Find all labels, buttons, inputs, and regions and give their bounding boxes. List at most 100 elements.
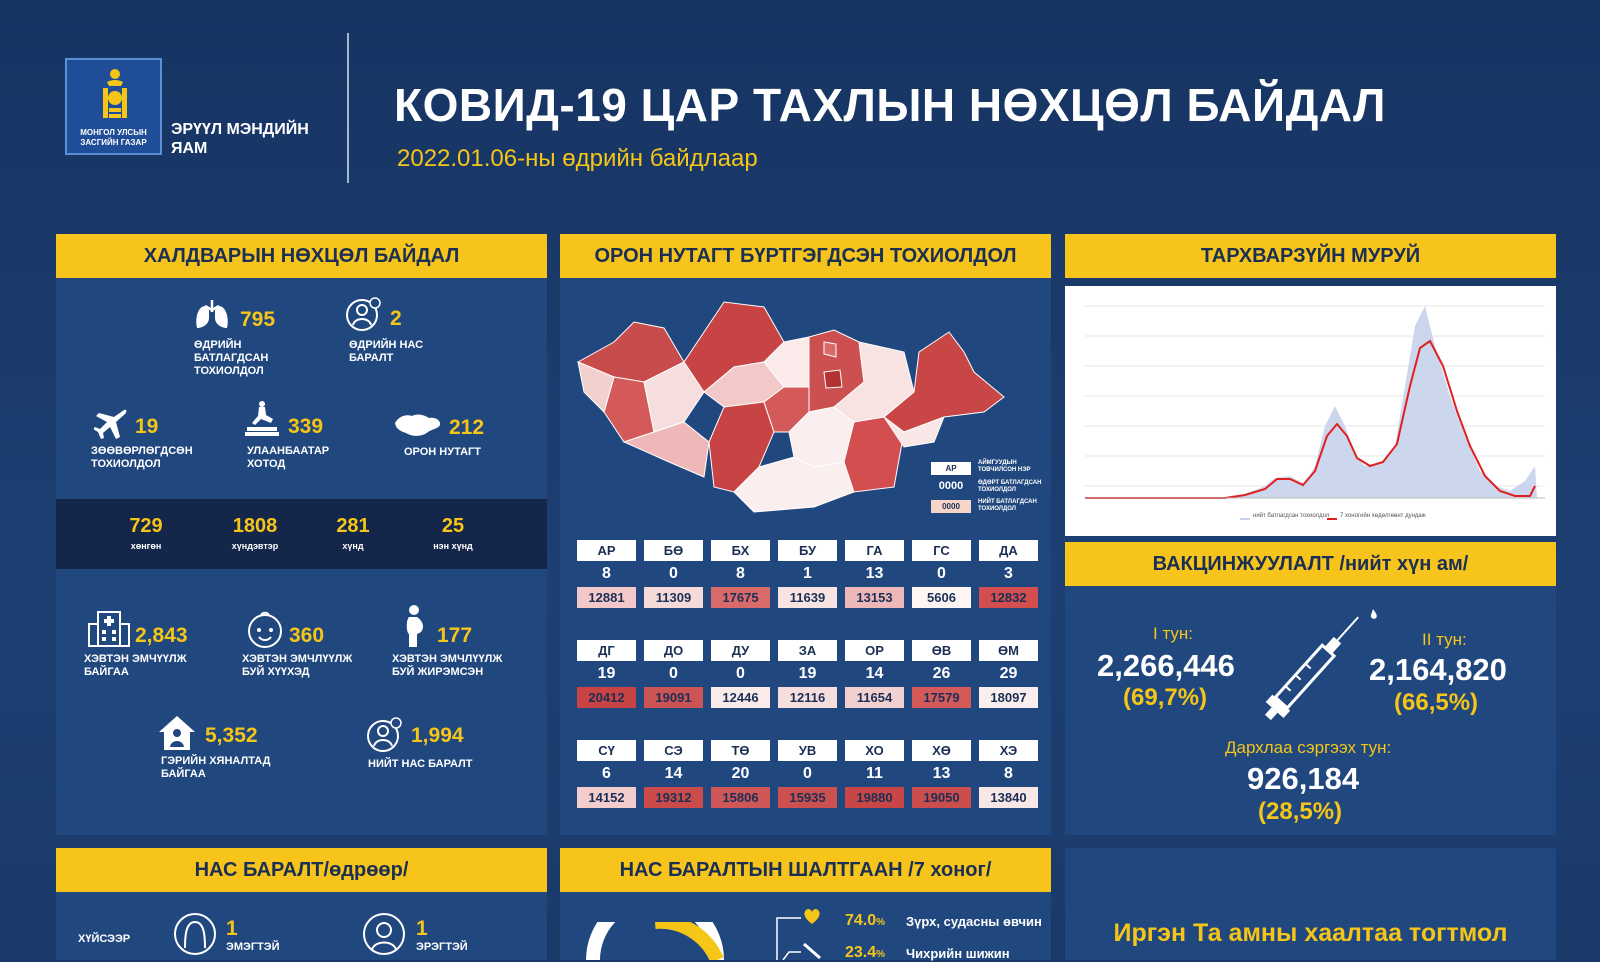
dose1-value: 2,266,446 <box>1097 648 1235 683</box>
province-code: ӨМ <box>979 640 1038 661</box>
syringe-icon <box>1264 609 1377 721</box>
male-deaths-value: 1 <box>416 917 428 940</box>
province-total-cases: 12116 <box>778 687 837 708</box>
province-daily-cases: 19 <box>798 665 817 682</box>
curve-chart-area: нийт батлагдсан тохиолдол 7 хоногийн хөд… <box>1065 286 1556 536</box>
province-total-cases: 17675 <box>711 587 770 608</box>
map-legend: АР АЙМГУУДЫН ТОВЧИЛСОН НЭР 0000 ӨДӨРТ БА… <box>931 460 1046 520</box>
daily-confirmed-label: ӨДРИЙН БАТЛАГДСАН ТОХИОЛДОЛ <box>194 339 269 377</box>
province-total-cases: 15935 <box>778 787 837 808</box>
province-total-cases: 18097 <box>979 687 1038 708</box>
legend-total-swatch: 0000 <box>931 500 971 513</box>
province-daily-cases: 13 <box>865 565 884 582</box>
province-total-cases: 20412 <box>577 687 636 708</box>
legend-code-swatch: АР <box>931 462 971 475</box>
female-deaths-value: 1 <box>226 917 238 940</box>
province-daily-cases: 19 <box>597 665 616 682</box>
province-total-cases: 19880 <box>845 787 904 808</box>
dose2-percent: (66,5%) <box>1394 689 1479 716</box>
rural-value: 212 <box>449 416 485 439</box>
province-daily-cases: 13 <box>932 765 951 782</box>
male-icon <box>363 913 405 955</box>
province-code: АР <box>577 540 636 561</box>
province-daily-cases: 8 <box>602 565 611 582</box>
province-daily-cases: 0 <box>803 765 812 782</box>
hospitalized-label: ХЭВТЭН ЭМЧҮҮЛЖ БАЙГАА <box>84 653 187 678</box>
province-daily-cases: 26 <box>932 665 951 682</box>
regional-heading: ОРОН НУТАГТ БҮРТГЭГДСЭН ТОХИОЛДОЛ <box>560 234 1051 278</box>
syringe-small-icon <box>803 942 821 960</box>
dose2-value: 2,164,820 <box>1369 652 1507 687</box>
province-code: СЭ <box>644 740 703 761</box>
province-total-cases: 12832 <box>979 587 1038 608</box>
severity-mild-value: 729 <box>129 515 163 537</box>
province-code: БУ <box>778 540 837 561</box>
ub-label: УЛААНБААТАР ХОТОД <box>247 445 330 470</box>
logo-text: МОНГОЛ УЛСЫН ЗАСГИЙН ГАЗАР <box>80 128 147 147</box>
hospitalized-value: 2,843 <box>135 624 188 647</box>
pregnant-label: ХЭВТЭН ЭМЧЛҮҮЛЖ БУЙ ЖИРЭМСЭН <box>392 653 503 678</box>
province-code: ДА <box>979 540 1038 561</box>
province-daily-cases: 14 <box>865 665 884 682</box>
legend-total-text: НИЙТ БАТЛАГДСАН ТОХИОЛДОЛ <box>978 499 1037 512</box>
cause-connector <box>776 917 801 960</box>
province-total-cases: 11654 <box>845 687 904 708</box>
province-code: УВ <box>778 740 837 761</box>
province-code: ДГ <box>577 640 636 661</box>
message-text: Иргэн Та амны хаалтаа тогтмол <box>1113 919 1508 947</box>
cause-1-label: Зүрх, судасны өвчин <box>906 914 1042 929</box>
province-total-cases: 12881 <box>577 587 636 608</box>
moving-average-line <box>1085 339 1536 499</box>
soyombo-icon <box>103 69 127 118</box>
page-subtitle: 2022.01.06-ны өдрийн байдлаар <box>397 145 758 172</box>
imported-value: 19 <box>135 415 159 438</box>
province-total-cases: 15806 <box>711 787 770 808</box>
causes-heading: НАС БАРАЛТЫН ШАЛТГААН /7 хоног/ <box>560 848 1051 892</box>
header-divider <box>347 33 349 183</box>
province-code: ДО <box>644 640 703 661</box>
daily-cases-area <box>1085 306 1537 498</box>
province-total-cases: 14152 <box>577 787 636 808</box>
province-code: ГА <box>845 540 904 561</box>
province-code: СҮ <box>577 740 636 761</box>
legend-daily-text: ӨДӨРТ БАТЛАГДСАН ТОХИОЛДОЛ <box>978 480 1042 493</box>
province-code: ГС <box>912 540 971 561</box>
province-daily-cases: 8 <box>1004 765 1013 782</box>
ub-value: 339 <box>288 415 324 438</box>
legend-line-label: 7 хоногийн хөдөлгөөнт дундаж <box>1340 513 1426 519</box>
province-daily-cases: 29 <box>999 665 1018 682</box>
total-deaths-value: 1,994 <box>411 724 464 747</box>
province-total-cases: 17579 <box>912 687 971 708</box>
female-icon <box>174 913 216 955</box>
vaccination-heading: ВАКЦИНЖУУЛАЛТ /нийт хүн ам/ <box>1065 542 1556 586</box>
province-daily-cases: 20 <box>731 765 750 782</box>
daily-deaths-label: ӨДРИЙН НАС БАРАЛТ <box>349 339 424 364</box>
booster-label: Дархлаа сэргээх тун: <box>1225 738 1392 757</box>
male-label: ЭРЭГТЭЙ <box>416 941 468 953</box>
province-code: БӨ <box>644 540 703 561</box>
province-daily-cases: 11 <box>866 765 883 782</box>
province-daily-cases: 8 <box>736 565 745 582</box>
cause-1-percent: 74.0% <box>845 912 886 929</box>
legend-bar-label: нийт батлагдсан тохиолдол <box>1253 513 1330 519</box>
pregnant-woman-icon <box>406 605 423 647</box>
home-value: 5,352 <box>205 724 258 747</box>
dose2-label: II тун: <box>1422 630 1467 649</box>
severity-band <box>56 499 547 569</box>
province-total-cases: 11639 <box>778 587 837 608</box>
infection-heading: ХАЛДВАРЫН НӨХЦӨЛ БАЙДАЛ <box>56 234 547 278</box>
province-total-cases: 19050 <box>912 787 971 808</box>
severity-critical-label: нэн хүнд <box>433 541 473 551</box>
mongolia-province-map <box>576 301 1005 513</box>
death-person-icon <box>346 297 381 331</box>
children-value: 360 <box>289 624 325 647</box>
province-code: ХӨ <box>912 740 971 761</box>
epidemic-curve <box>1085 305 1545 520</box>
home-label: ГЭРИЙН ХЯНАЛТАД БАЙГАА <box>161 755 271 780</box>
airplane-icon <box>94 409 127 439</box>
severity-moderate-value: 1808 <box>232 515 278 537</box>
severity-moderate-label: хүндэвтэр <box>231 541 279 551</box>
province-daily-cases: 1 <box>803 565 812 582</box>
statue-icon <box>245 401 279 436</box>
total-deaths-label: НИЙТ НАС БАРАЛТ <box>368 758 473 770</box>
